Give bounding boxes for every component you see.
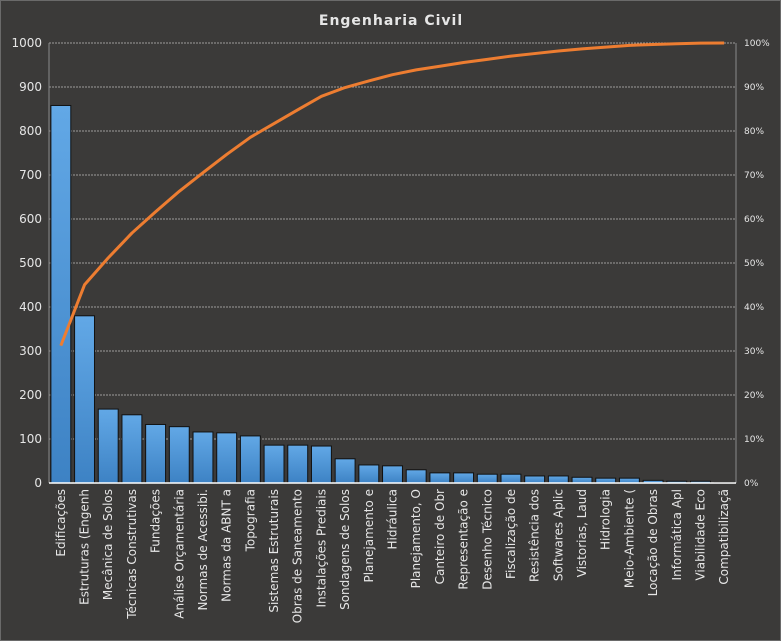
y2-tick-label: 40%	[744, 303, 764, 313]
bar	[524, 475, 546, 484]
bar	[310, 445, 332, 484]
y-tick-label: 100	[19, 432, 42, 446]
bar	[405, 469, 427, 484]
x-tick-label: Compatibilizaçã	[717, 489, 731, 585]
x-tick-label: Sondagens de Solos	[338, 489, 352, 610]
x-tick-label: Vistorias, Laud	[575, 489, 589, 577]
x-tick-label: Canteiro de Obr	[433, 489, 447, 584]
y-tick-label: 700	[19, 168, 42, 182]
x-tick-label: Softwares Aplic	[551, 489, 565, 581]
y2-tick-label: 30%	[744, 347, 764, 357]
bar	[239, 435, 261, 484]
bar	[382, 465, 403, 484]
bar	[192, 431, 214, 484]
bar	[97, 408, 119, 484]
bar	[121, 414, 143, 484]
y-tick-label: 600	[19, 212, 42, 226]
bar	[216, 432, 238, 484]
chart-title: Engenharia Civil	[319, 13, 463, 29]
bar	[500, 473, 522, 484]
y2-tick-label: 80%	[744, 127, 764, 137]
x-tick-label: Normas de Acessibi.	[196, 489, 210, 611]
y-tick-label: 800	[19, 124, 42, 138]
y2-tick-label: 70%	[744, 171, 764, 181]
y2-tick-label: 50%	[744, 259, 764, 269]
x-tick-label: Estruturas (Engenh	[78, 489, 92, 605]
bar	[547, 475, 569, 484]
bar	[168, 426, 190, 484]
bar	[429, 472, 451, 484]
bar	[145, 423, 167, 484]
bar	[571, 476, 593, 484]
y2-tick-label: 100%	[744, 39, 770, 49]
x-tick-label: Mecânica de Solos	[101, 489, 115, 600]
x-tick-label: Planejamento e	[362, 489, 376, 583]
y-tick-label: 500	[19, 256, 42, 270]
bar	[476, 473, 498, 484]
y2-tick-label: 10%	[744, 435, 764, 445]
x-tick-label: Planejamento, O	[409, 489, 423, 588]
y-tick-label: 1000	[11, 36, 42, 50]
y-tick-label: 300	[19, 344, 42, 358]
x-tick-label: Desenho Técnico	[480, 489, 494, 590]
x-tick-label: Fundações	[149, 489, 163, 553]
x-tick-label: Informática Apl	[670, 489, 684, 580]
bar	[263, 444, 285, 484]
y2-tick-label: 0%	[744, 479, 759, 489]
x-tick-label: Topografia	[243, 489, 257, 552]
x-tick-label: Resistência dos	[528, 489, 542, 582]
x-tick-label: Obras de Saneamento	[291, 489, 305, 623]
x-tick-label: Fiscalização de	[504, 489, 518, 579]
y-tick-label: 400	[19, 300, 42, 314]
x-tick-label: Sistemas Estruturais	[267, 489, 281, 613]
x-tick-label: Hidráulica	[386, 489, 400, 550]
x-tick-label: Representação e	[457, 489, 471, 590]
x-tick-label: Meio-Ambiente (	[622, 489, 636, 588]
bar	[74, 315, 95, 484]
y2-tick-label: 90%	[744, 83, 764, 93]
x-tick-label: Viabilidade Eco	[693, 489, 707, 581]
bar	[50, 104, 72, 484]
bar	[358, 464, 380, 484]
x-tick-label: Normas da ABNT a	[220, 489, 234, 602]
y-tick-label: 900	[19, 80, 42, 94]
y2-tick-label: 60%	[744, 215, 764, 225]
cumulative-line	[59, 41, 725, 347]
y2-tick-label: 20%	[744, 391, 764, 401]
bar	[287, 444, 309, 484]
x-tick-label: Locação de Obras	[646, 489, 660, 596]
x-tick-label: Instalações Prediais	[314, 489, 328, 608]
x-tick-label: Análise Orçamentária	[172, 489, 186, 619]
y-tick-label: 200	[19, 388, 42, 402]
x-tick-label: Hidrologia	[599, 489, 613, 550]
bar	[334, 458, 356, 484]
x-tick-label: Técnicas Construtivas	[125, 489, 139, 620]
bar	[453, 472, 475, 484]
y-tick-label: 0	[34, 476, 42, 490]
x-tick-label: Edificações	[54, 489, 68, 557]
